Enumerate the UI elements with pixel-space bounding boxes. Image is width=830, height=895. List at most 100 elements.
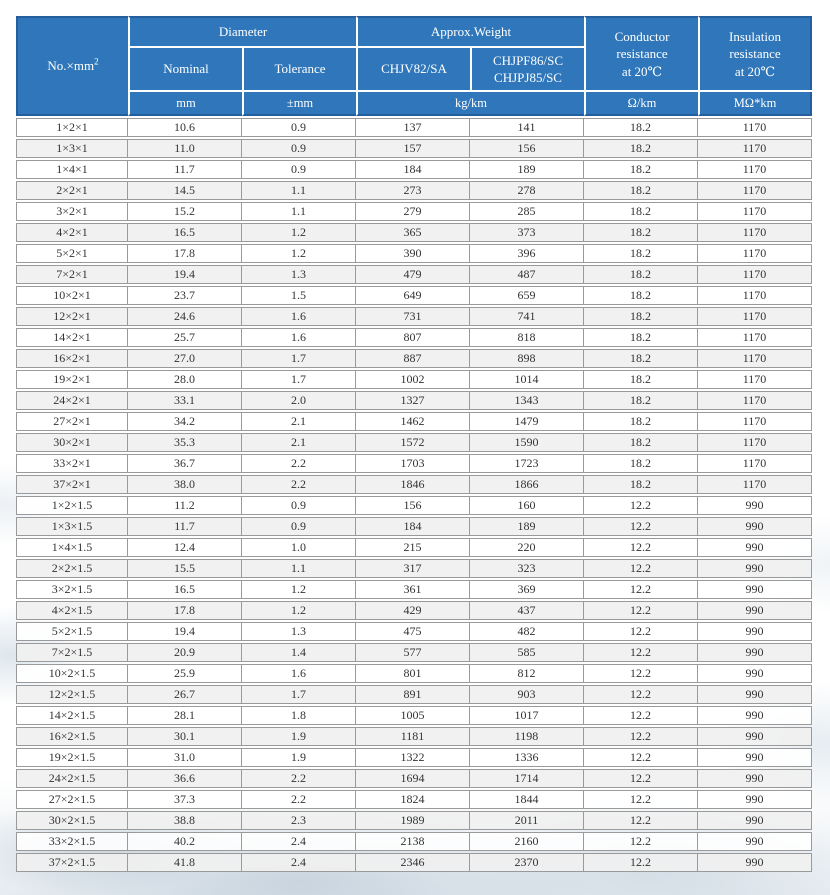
conductor-resistance-cell: 18.2	[584, 412, 699, 431]
table-row: 10×2×1 23.7 1.5 649 659 18.2 1170	[16, 286, 813, 305]
spec-no-cell: 24×2×1	[16, 391, 128, 410]
insulation-resistance-cell: 990	[698, 538, 813, 557]
header-weight-chjpf86-chjpj85: CHJPF86/SC CHJPJ85/SC	[470, 48, 585, 90]
insulation-resistance-cell: 1170	[698, 349, 813, 368]
diameter-tolerance-cell: 1.2	[242, 601, 356, 620]
weight-chjv82-cell: 215	[356, 538, 470, 557]
spec-no-cell: 1×3×1	[16, 139, 128, 158]
insulation-resistance-cell: 990	[698, 706, 813, 725]
header-nominal: Nominal	[128, 48, 242, 90]
table-row: 33×2×1 36.7 2.2 1703 1723 18.2 1170	[16, 454, 813, 473]
weight-chjv82-cell: 184	[356, 517, 470, 536]
conductor-resistance-cell: 12.2	[584, 643, 699, 662]
spec-no-cell: 5×2×1.5	[16, 622, 128, 641]
weight-chjpf86-cell: 141	[470, 118, 585, 137]
weight-chjv82-cell: 1694	[356, 769, 470, 788]
weight-chjv82-cell: 1327	[356, 391, 470, 410]
diameter-tolerance-cell: 1.1	[242, 181, 356, 200]
diameter-tolerance-cell: 1.3	[242, 622, 356, 641]
conductor-resistance-cell: 12.2	[584, 601, 699, 620]
weight-chjv82-cell: 891	[356, 685, 470, 704]
spec-no-cell: 12×2×1	[16, 307, 128, 326]
weight-chjpf86-cell: 2160	[470, 832, 585, 851]
weight-chjv82-cell: 429	[356, 601, 470, 620]
insulation-resistance-cell: 1170	[698, 370, 813, 389]
diameter-tolerance-cell: 1.2	[242, 223, 356, 242]
conductor-resistance-cell: 12.2	[584, 811, 699, 830]
diameter-nominal-cell: 11.2	[128, 496, 242, 515]
spec-no-cell: 30×2×1.5	[16, 811, 128, 830]
conductor-resistance-cell: 18.2	[584, 391, 699, 410]
diameter-tolerance-cell: 2.1	[242, 412, 356, 431]
diameter-nominal-cell: 30.1	[128, 727, 242, 746]
weight-chjv82-cell: 731	[356, 307, 470, 326]
weight-chjpf86-cell: 189	[470, 517, 585, 536]
table-row: 2×2×1 14.5 1.1 273 278 18.2 1170	[16, 181, 813, 200]
diameter-tolerance-cell: 0.9	[242, 517, 356, 536]
conductor-resistance-cell: 12.2	[584, 580, 699, 599]
weight-chjv82-cell: 2138	[356, 832, 470, 851]
table-row: 4×2×1.5 17.8 1.2 429 437 12.2 990	[16, 601, 813, 620]
weight-chjv82-cell: 479	[356, 265, 470, 284]
weight-chjv82-cell: 390	[356, 244, 470, 263]
conductor-resistance-cell: 12.2	[584, 559, 699, 578]
spec-no-cell: 30×2×1	[16, 433, 128, 452]
diameter-nominal-cell: 16.5	[128, 580, 242, 599]
weight-chjpf86-cell: 903	[470, 685, 585, 704]
weight-chjv82-cell: 365	[356, 223, 470, 242]
conductor-resistance-cell: 12.2	[584, 853, 699, 872]
insulation-resistance-cell: 1170	[698, 223, 813, 242]
table-row: 37×2×1.5 41.8 2.4 2346 2370 12.2 990	[16, 853, 813, 872]
insulation-resistance-cell: 1170	[698, 139, 813, 158]
table-header: No.×mm2 Diameter Approx.Weight Conductor…	[16, 16, 813, 116]
spec-no-cell: 33×2×1	[16, 454, 128, 473]
table-row: 37×2×1 38.0 2.2 1846 1866 18.2 1170	[16, 475, 813, 494]
table-row: 2×2×1.5 15.5 1.1 317 323 12.2 990	[16, 559, 813, 578]
weight-chjpf86-cell: 1343	[470, 391, 585, 410]
table-row: 24×2×1.5 36.6 2.2 1694 1714 12.2 990	[16, 769, 813, 788]
spec-no-cell: 5×2×1	[16, 244, 128, 263]
insulation-resistance-cell: 990	[698, 685, 813, 704]
weight-chjv82-cell: 1989	[356, 811, 470, 830]
weight-chjpf86-cell: 1714	[470, 769, 585, 788]
table-row: 5×2×1.5 19.4 1.3 475 482 12.2 990	[16, 622, 813, 641]
weight-chjpf86-cell: 156	[470, 139, 585, 158]
weight-chjpf86-cell: 1014	[470, 370, 585, 389]
weight-chjpf86-cell: 189	[470, 160, 585, 179]
diameter-nominal-cell: 25.7	[128, 328, 242, 347]
weight-chjv82-cell: 1462	[356, 412, 470, 431]
insulation-resistance-cell: 1170	[698, 475, 813, 494]
unit-conductor-ohm-km: Ω/km	[584, 92, 699, 116]
spec-no-cell: 3×2×1	[16, 202, 128, 221]
weight-chjpf86-cell: 278	[470, 181, 585, 200]
weight-chjpf86-cell: 437	[470, 601, 585, 620]
weight-chjv82-cell: 1181	[356, 727, 470, 746]
spec-table-body: 1×2×1 10.6 0.9 137 141 18.2 1170 1×3×1 11.0 0.9 15…	[16, 118, 813, 872]
diameter-tolerance-cell: 1.6	[242, 307, 356, 326]
table-row: 19×2×1.5 31.0 1.9 1322 1336 12.2 990	[16, 748, 813, 767]
header-weight-chjv82: CHJV82/SA	[356, 48, 470, 90]
spec-no-cell: 12×2×1.5	[16, 685, 128, 704]
spec-no-cell: 3×2×1.5	[16, 580, 128, 599]
insulation-resistance-cell: 1170	[698, 328, 813, 347]
table-row: 3×2×1.5 16.5 1.2 361 369 12.2 990	[16, 580, 813, 599]
conductor-resistance-cell: 12.2	[584, 706, 699, 725]
conductor-resistance-cell: 18.2	[584, 160, 699, 179]
weight-chjpf86-cell: 2370	[470, 853, 585, 872]
weight-chjv82-cell: 807	[356, 328, 470, 347]
conductor-resistance-cell: 18.2	[584, 139, 699, 158]
diameter-tolerance-cell: 1.2	[242, 580, 356, 599]
table-row: 14×2×1.5 28.1 1.8 1005 1017 12.2 990	[16, 706, 813, 725]
table-row: 12×2×1 24.6 1.6 731 741 18.2 1170	[16, 307, 813, 326]
table-row: 10×2×1.5 25.9 1.6 801 812 12.2 990	[16, 664, 813, 683]
spec-no-cell: 2×2×1	[16, 181, 128, 200]
insulation-resistance-cell: 990	[698, 664, 813, 683]
weight-chjpf86-cell: 1017	[470, 706, 585, 725]
weight-chjpf86-cell: 160	[470, 496, 585, 515]
conductor-resistance-cell: 12.2	[584, 832, 699, 851]
table-row: 14×2×1 25.7 1.6 807 818 18.2 1170	[16, 328, 813, 347]
conductor-resistance-cell: 12.2	[584, 727, 699, 746]
conductor-resistance-cell: 18.2	[584, 433, 699, 452]
diameter-tolerance-cell: 2.4	[242, 853, 356, 872]
